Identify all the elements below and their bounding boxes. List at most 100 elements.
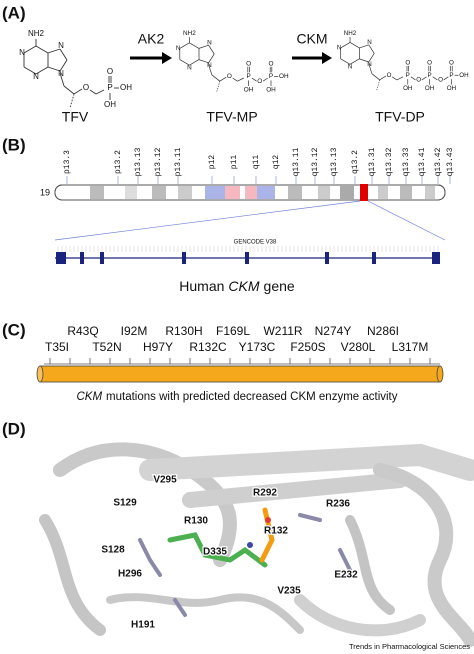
atom-label: P	[269, 73, 273, 80]
track-label: GENCODE V38	[234, 240, 277, 246]
atom-label: OH	[425, 85, 434, 92]
gene-exon	[372, 252, 376, 264]
atom-label: N	[207, 62, 212, 69]
chromosome-band	[400, 186, 412, 199]
atom-label: N	[348, 63, 353, 70]
zoom-line	[54, 200, 361, 241]
bond	[95, 89, 105, 95]
gene-exon	[56, 252, 66, 264]
mutation-label: T35I	[45, 340, 69, 354]
enzyme-label: AK2	[138, 31, 165, 47]
residue-label: R292	[253, 488, 277, 499]
chromosome-number: 19	[40, 187, 50, 197]
protein-structure	[39, 442, 474, 647]
bond	[391, 76, 398, 81]
bond	[23, 45, 37, 54]
bond	[208, 45, 215, 55]
atom-label: OH	[459, 72, 468, 79]
bond	[208, 64, 213, 75]
bond	[47, 66, 61, 72]
band-label: q13.31	[368, 147, 377, 176]
chromosome-band	[318, 186, 330, 199]
atom-label: N	[58, 69, 64, 78]
atom-label: N	[176, 45, 181, 52]
bond	[379, 75, 387, 81]
bond	[59, 48, 68, 61]
residue-label: R132	[264, 526, 288, 537]
gene-exon	[325, 252, 329, 264]
molecule-name: TFV-MP	[206, 109, 257, 125]
band-label: q13.11	[292, 147, 301, 176]
atom-label: P	[246, 73, 250, 80]
mutation-label: R132C	[189, 340, 227, 354]
chromosome-band	[245, 186, 257, 199]
band-label: q13.41	[418, 147, 427, 176]
atom-label: OH	[104, 100, 116, 109]
bond	[340, 58, 351, 65]
bond	[359, 58, 369, 63]
atom-label: O	[387, 72, 392, 79]
mutation-label: Y173C	[239, 340, 276, 354]
chromosome-band	[425, 186, 435, 199]
bond	[179, 42, 190, 49]
gene-exon	[432, 252, 440, 264]
atom-label: N	[187, 64, 192, 71]
residue-label: E232	[334, 570, 358, 581]
gene-exon	[80, 252, 84, 264]
band-label: q13.33	[402, 147, 411, 176]
band-label: p12	[208, 155, 217, 170]
chromosome	[54, 184, 446, 201]
atom-label: N	[58, 41, 64, 50]
bond	[251, 77, 257, 82]
atom-label: OH	[279, 73, 289, 80]
atom-label: N	[33, 72, 39, 81]
chromosome-band	[152, 186, 166, 199]
bond	[410, 76, 416, 81]
bond	[47, 48, 61, 54]
atom-label: N	[19, 48, 25, 57]
bond	[368, 63, 373, 74]
atom-label: N	[367, 61, 372, 68]
bond	[432, 76, 438, 81]
bond	[359, 44, 369, 49]
chromosome-band	[90, 186, 104, 199]
bond	[208, 53, 215, 63]
bond	[219, 76, 227, 82]
atom-label: O	[269, 60, 274, 67]
bond	[198, 44, 209, 49]
chromosome-band	[257, 186, 275, 199]
atom-label: P	[428, 72, 432, 79]
gene-exon	[100, 252, 104, 264]
panel-label: (B)	[2, 135, 26, 154]
atom-label: O	[449, 59, 454, 66]
enzyme-label: CKM	[296, 31, 327, 47]
caption-text: Human	[179, 278, 224, 294]
atom-label: O	[107, 67, 113, 76]
gene-exon	[182, 252, 186, 264]
zoom-line	[367, 200, 446, 241]
band-label: p13.12	[154, 147, 163, 176]
band-label: q12	[272, 155, 281, 170]
atom-label: O	[227, 73, 232, 80]
band-label: q13.42	[434, 147, 443, 176]
atom-label: N	[207, 39, 212, 46]
atom-label: N	[337, 45, 342, 52]
bond	[23, 66, 37, 75]
band-label: p13.11	[174, 147, 183, 176]
credit: Trends in Pharmacological Sciences	[349, 642, 470, 651]
atom-label: O	[438, 77, 443, 84]
mutation-label: H97Y	[143, 340, 173, 354]
band-label: p13.2	[114, 150, 123, 174]
residue-label: S129	[113, 498, 137, 509]
protein-bar-cap	[36, 365, 44, 383]
bond	[198, 59, 209, 64]
bond	[349, 42, 360, 49]
mutation-label: T52N	[92, 340, 121, 354]
atom-label: OH	[403, 85, 412, 92]
gene-name: CKM	[76, 391, 102, 403]
bond	[368, 44, 375, 54]
atom-label: O	[416, 77, 421, 84]
panel-caption: CKM mutations with predicted decreased CK…	[76, 391, 397, 403]
band-label: q13.2	[351, 150, 360, 174]
